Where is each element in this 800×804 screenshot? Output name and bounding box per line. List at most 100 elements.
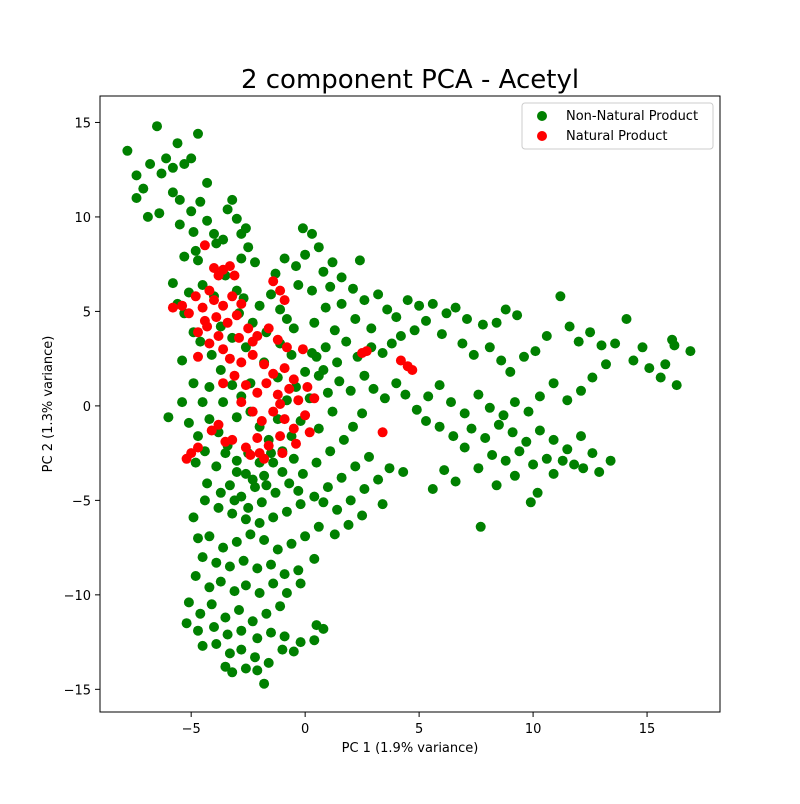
data-point <box>167 162 178 173</box>
data-point <box>409 325 420 336</box>
data-point <box>320 302 331 313</box>
data-point <box>297 468 308 479</box>
data-point <box>318 266 329 277</box>
data-point <box>357 510 368 521</box>
data-point <box>277 467 288 477</box>
data-point <box>204 414 215 425</box>
data-point <box>227 194 238 205</box>
data-point <box>218 378 229 389</box>
data-point <box>564 321 575 332</box>
data-point <box>569 459 580 470</box>
data-point <box>446 397 456 408</box>
data-point <box>293 565 304 576</box>
data-point <box>621 314 632 324</box>
data-point <box>247 616 258 627</box>
data-point <box>188 378 199 389</box>
data-point <box>204 582 215 593</box>
data-point <box>398 467 409 477</box>
y-tick-label: −15 <box>64 683 91 698</box>
data-point <box>279 569 290 580</box>
data-point <box>297 223 308 234</box>
data-point <box>521 436 532 447</box>
data-point <box>222 629 233 640</box>
data-point <box>359 484 370 494</box>
data-point <box>377 499 388 510</box>
data-point <box>270 487 281 498</box>
data-point <box>236 625 247 636</box>
data-point <box>197 640 208 651</box>
data-point <box>131 193 142 203</box>
data-point <box>202 215 213 226</box>
data-point <box>466 423 477 434</box>
chart-title: 2 component PCA - Acetyl <box>241 65 579 95</box>
data-point <box>156 168 167 179</box>
data-point <box>247 349 258 360</box>
data-point <box>190 291 201 302</box>
data-point <box>500 304 511 315</box>
data-point <box>145 159 156 169</box>
data-point <box>240 380 251 391</box>
data-point <box>293 280 304 290</box>
data-point <box>313 242 324 253</box>
legend: Non-Natural Product Natural Product <box>521 102 714 150</box>
data-point <box>338 434 349 445</box>
data-point <box>131 170 142 181</box>
data-point <box>202 177 213 188</box>
data-point <box>240 580 251 591</box>
data-point <box>359 295 370 306</box>
data-point <box>493 419 504 430</box>
data-point <box>193 327 203 338</box>
data-point <box>183 308 194 319</box>
data-point <box>311 457 322 468</box>
data-point <box>313 423 324 434</box>
data-point <box>309 553 320 564</box>
data-point <box>279 631 290 642</box>
data-point <box>288 646 299 657</box>
data-point <box>441 308 452 319</box>
data-point <box>498 410 509 421</box>
data-point <box>231 412 242 423</box>
data-point <box>211 312 222 323</box>
data-point <box>272 334 283 345</box>
data-point <box>322 482 333 493</box>
legend-label-natural-product: Natural Product <box>566 129 667 144</box>
data-point <box>259 470 270 481</box>
data-point <box>266 289 276 300</box>
data-point <box>202 478 213 489</box>
data-point <box>268 368 279 379</box>
data-point <box>477 319 488 330</box>
data-point <box>229 586 240 597</box>
data-point <box>528 459 539 470</box>
data-point <box>227 667 238 678</box>
data-point <box>183 417 194 428</box>
data-point <box>227 291 238 302</box>
data-point <box>391 312 402 323</box>
data-point <box>357 408 368 419</box>
points-layer <box>122 121 696 689</box>
data-point <box>336 298 347 309</box>
data-point <box>587 448 598 459</box>
data-point <box>350 314 361 324</box>
y-tick-label: 15 <box>74 116 91 131</box>
data-point <box>525 497 536 508</box>
data-point <box>325 281 336 292</box>
data-point <box>183 597 194 608</box>
data-point <box>270 268 281 279</box>
data-point <box>284 478 295 489</box>
data-point <box>215 365 226 375</box>
data-point <box>181 453 192 464</box>
data-point <box>332 504 343 515</box>
data-point <box>327 257 338 268</box>
data-point <box>573 336 584 347</box>
data-point <box>224 480 235 491</box>
data-point <box>484 402 495 413</box>
data-point <box>172 138 183 149</box>
data-point <box>473 463 484 474</box>
legend-label-non-natural-product: Non-Natural Product <box>566 109 698 124</box>
data-point <box>484 342 495 353</box>
data-point <box>254 588 265 598</box>
legend-marker-natural-product <box>537 131 547 141</box>
data-point <box>377 348 388 358</box>
data-point <box>259 359 270 370</box>
data-point <box>181 618 192 629</box>
